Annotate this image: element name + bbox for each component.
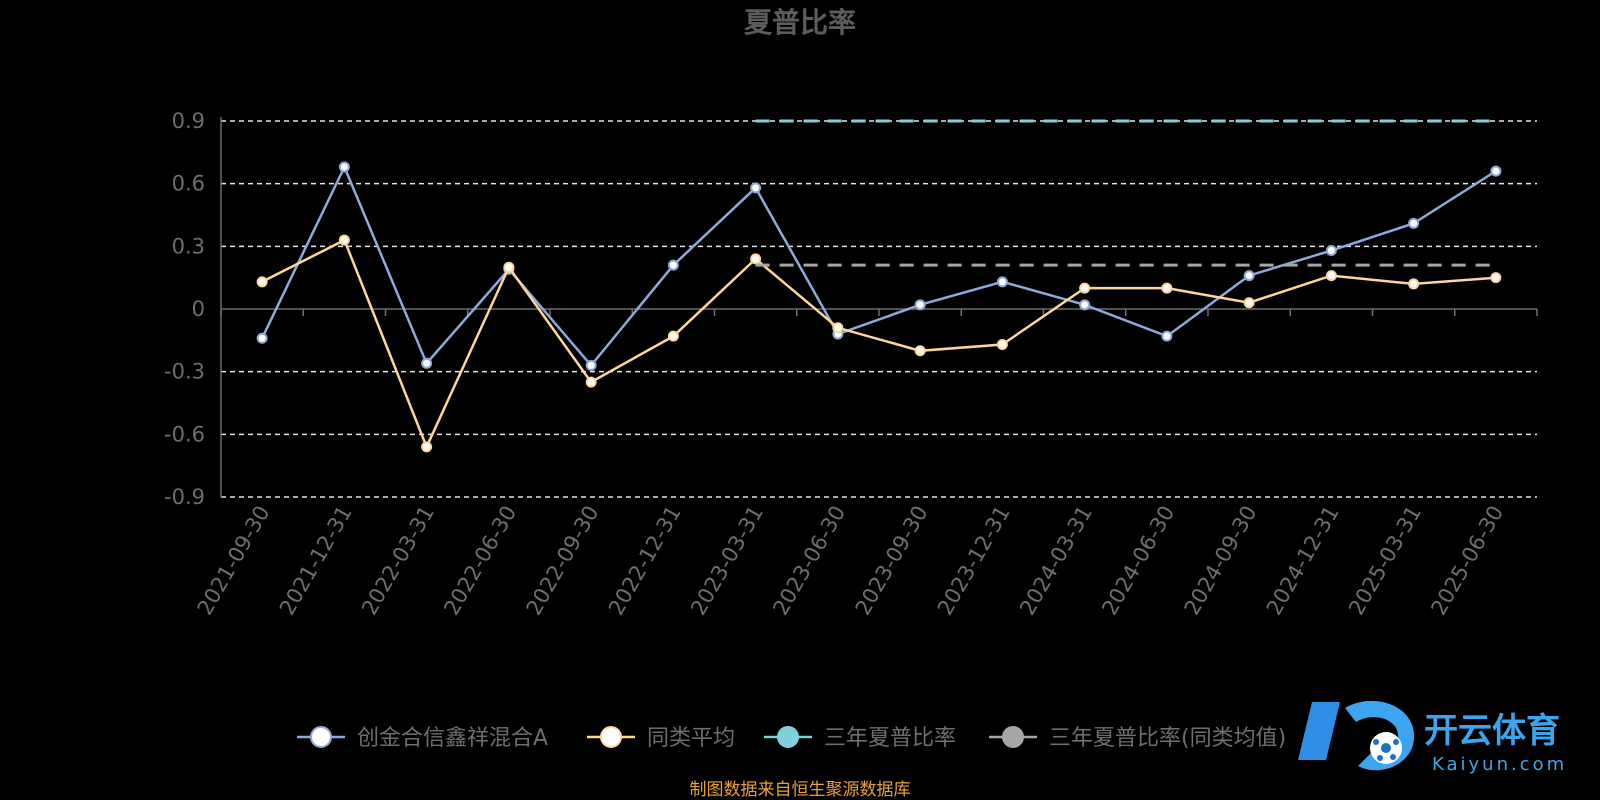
series-point-1: [256, 276, 268, 288]
legend-marker: [310, 726, 332, 748]
series-point-1: [338, 234, 350, 246]
x-tick-label: 2022-03-31: [357, 502, 439, 620]
y-tick-label: -0.6: [164, 422, 205, 446]
series-point-1: [503, 261, 515, 273]
x-tick-label: 2024-12-31: [1262, 502, 1344, 620]
legend-item: 创金合信鑫祥混合A: [297, 726, 548, 751]
series-point-0: [256, 332, 268, 344]
x-tick-label: 2024-03-31: [1015, 502, 1097, 620]
watermark-subtext: Kaiyun.com: [1432, 754, 1567, 775]
series-line-0: [260, 163, 1497, 368]
legend-marker: [777, 726, 799, 748]
logo-emblem: [1298, 700, 1415, 771]
series-point-0: [1243, 270, 1255, 282]
y-tick-label: 0.9: [172, 109, 205, 133]
legend-item: 三年夏普比率(同类均值): [989, 726, 1286, 751]
x-tick-label: 2023-12-31: [933, 502, 1015, 620]
x-tick-label: 2022-06-30: [439, 502, 521, 620]
series-point-1: [914, 345, 926, 357]
y-tick-label: -0.3: [164, 360, 205, 384]
legend-marker: [600, 726, 622, 748]
x-tick-label: 2024-06-30: [1097, 502, 1179, 620]
series-point-1: [1408, 278, 1420, 290]
series-point-0: [914, 299, 926, 311]
x-tick-label: 2025-06-30: [1426, 502, 1508, 620]
series-point-1: [1161, 282, 1173, 294]
series-lines: [256, 119, 1502, 453]
legend-label: 三年夏普比率(同类均值): [1049, 726, 1286, 751]
x-axis-ticks: 2021-09-30 2021-12-31 2022-03-31 2022-06-30…: [193, 502, 1509, 620]
series-point-0: [1490, 165, 1502, 177]
series-point-0: [996, 276, 1008, 288]
series-point-0: [421, 357, 433, 369]
x-tick-label: 2023-06-30: [768, 502, 850, 620]
series-point-1: [1079, 282, 1091, 294]
watermark-name: 开云体育: [1424, 711, 1560, 751]
x-tick-label: 2024-09-30: [1180, 502, 1262, 620]
x-tick-label: 2022-09-30: [522, 502, 604, 620]
legend-item: 三年夏普比率: [764, 726, 956, 751]
series-point-0: [338, 161, 350, 173]
series-point-1: [1243, 297, 1255, 309]
axes: [220, 117, 1538, 497]
watermark-logo: 开云体育 Kaiyun.com: [1298, 700, 1567, 775]
x-tick-label: 2022-12-31: [604, 502, 686, 620]
series-point-1: [421, 441, 433, 453]
x-tick-label: 2023-09-30: [851, 502, 933, 620]
series-point-0: [750, 182, 762, 194]
y-axis-ticks: 0.9 0.6 0.3 0 -0.3 -0.6 -0.9: [164, 109, 205, 509]
series-point-1: [750, 253, 762, 265]
y-tick-label: 0.6: [172, 172, 205, 196]
chart-title: 夏普比率: [744, 6, 856, 39]
series-point-0: [1161, 330, 1173, 342]
legend: 创金合信鑫祥混合A 同类平均 三年夏普比率 三年夏普比率(同类均值): [297, 726, 1286, 751]
series-point-1: [1490, 272, 1502, 284]
series-point-0: [1325, 245, 1337, 257]
legend-label: 同类平均: [647, 726, 735, 751]
series-point-0: [667, 259, 679, 271]
x-tick-label: 2021-12-31: [275, 502, 357, 620]
series-point-1: [832, 322, 844, 334]
source-note: 制图数据来自恒生聚源数据库: [690, 780, 911, 800]
y-tick-label: 0.3: [172, 234, 205, 258]
series-point-1: [996, 339, 1008, 351]
series-point-0: [1408, 217, 1420, 229]
series-point-1: [667, 330, 679, 342]
series-point-0: [1079, 299, 1091, 311]
legend-item: 同类平均: [587, 726, 735, 751]
series-point-0: [585, 359, 597, 371]
legend-label: 创金合信鑫祥混合A: [357, 726, 548, 751]
y-tick-label: 0: [192, 297, 205, 321]
series-point-1: [1325, 270, 1337, 282]
series-line-1: [261, 238, 1496, 451]
x-tick-label: 2025-03-31: [1344, 502, 1426, 620]
y-tick-label: -0.9: [164, 485, 205, 509]
legend-label: 三年夏普比率: [824, 726, 956, 751]
legend-marker: [1002, 726, 1024, 748]
x-tick-label: 2021-09-30: [193, 502, 275, 620]
series-point-1: [585, 376, 597, 388]
x-tick-label: 2023-03-31: [686, 502, 768, 620]
